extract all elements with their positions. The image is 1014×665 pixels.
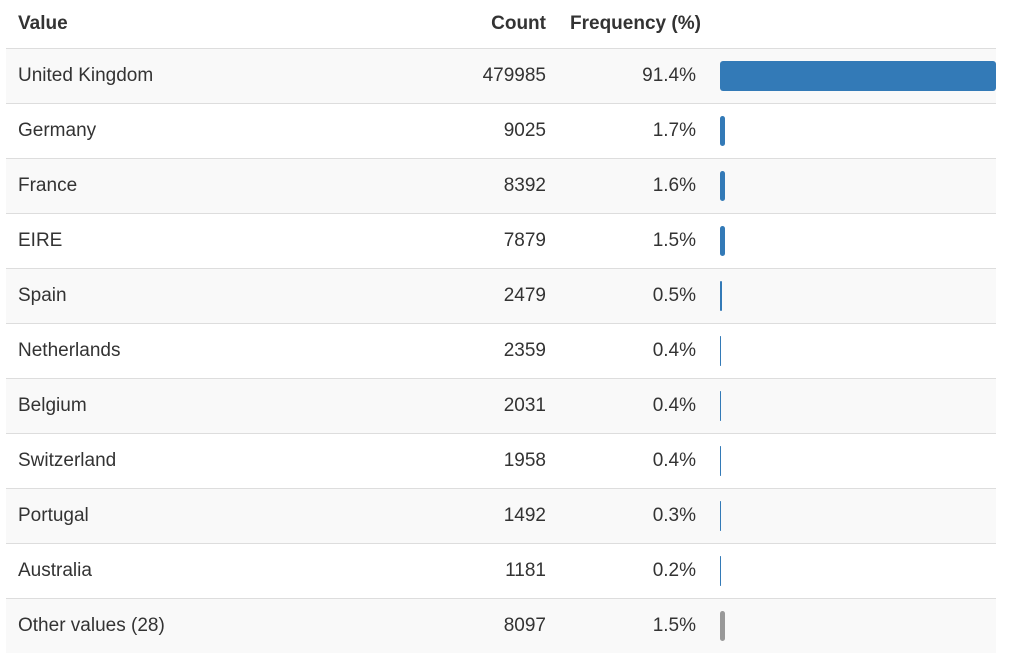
table-header: Value Count Frequency (%): [6, 0, 996, 49]
frequency-cell: 0.4%: [546, 323, 720, 379]
frequency-bar-track: [720, 116, 996, 146]
frequency-bar-track: [720, 611, 996, 641]
value-cell: Belgium: [6, 378, 440, 434]
table-row: Switzerland 1958 0.4%: [6, 433, 996, 489]
frequency-bar-track: [720, 61, 996, 91]
frequency-bar: [720, 171, 725, 201]
value-cell: United Kingdom: [6, 48, 440, 104]
frequency-bar-track: [720, 556, 996, 586]
count-cell: 2479: [440, 268, 546, 324]
frequency-bar-cell: [720, 598, 996, 653]
table-row: EIRE 7879 1.5%: [6, 213, 996, 269]
frequency-bar: [720, 391, 722, 421]
frequency-bar: [720, 61, 996, 91]
frequency-bar-cell: [720, 488, 996, 544]
count-cell: 7879: [440, 213, 546, 269]
table-row: Portugal 1492 0.3%: [6, 488, 996, 544]
frequency-bar: [720, 556, 721, 586]
table-row: Australia 1181 0.2%: [6, 543, 996, 599]
frequency-bar-track: [720, 501, 996, 531]
value-cell: Switzerland: [6, 433, 440, 489]
table-row: United Kingdom 479985 91.4%: [6, 48, 996, 104]
frequency-cell: 1.5%: [546, 213, 720, 269]
frequency-bar-cell: [720, 48, 996, 104]
frequency-cell: 0.3%: [546, 488, 720, 544]
frequency-bar: [720, 226, 725, 256]
count-cell: 1181: [440, 543, 546, 599]
value-cell: Netherlands: [6, 323, 440, 379]
frequency-bar-cell: [720, 103, 996, 159]
frequency-cell: 1.6%: [546, 158, 720, 214]
table-row: Netherlands 2359 0.4%: [6, 323, 996, 379]
count-cell: 2359: [440, 323, 546, 379]
frequency-bar: [720, 336, 722, 366]
count-cell: 8097: [440, 598, 546, 653]
frequency-cell: 1.7%: [546, 103, 720, 159]
frequency-bar: [720, 501, 721, 531]
frequency-cell: 0.2%: [546, 543, 720, 599]
table-row: Belgium 2031 0.4%: [6, 378, 996, 434]
frequency-bar: [720, 116, 726, 146]
count-cell: 1492: [440, 488, 546, 544]
bar-column-header: [720, 0, 996, 49]
frequency-bar-cell: [720, 323, 996, 379]
frequency-bar-track: [720, 226, 996, 256]
frequency-bar-cell: [720, 433, 996, 489]
count-cell: 1958: [440, 433, 546, 489]
count-column-header[interactable]: Count: [440, 0, 546, 49]
frequency-bar-cell: [720, 378, 996, 434]
frequency-cell: 1.5%: [546, 598, 720, 653]
count-cell: 2031: [440, 378, 546, 434]
value-cell: EIRE: [6, 213, 440, 269]
frequency-bar: [720, 446, 722, 476]
count-cell: 9025: [440, 103, 546, 159]
frequency-bar-cell: [720, 543, 996, 599]
value-cell: Australia: [6, 543, 440, 599]
frequency-bar: [720, 611, 725, 641]
table-row: France 8392 1.6%: [6, 158, 996, 214]
count-cell: 479985: [440, 48, 546, 104]
frequency-bar-track: [720, 446, 996, 476]
table-row: Germany 9025 1.7%: [6, 103, 996, 159]
count-cell: 8392: [440, 158, 546, 214]
frequency-cell: 0.4%: [546, 378, 720, 434]
table-body: United Kingdom 479985 91.4% Germany 9025 1.7%…: [6, 48, 996, 653]
other-values-row: Other values (28) 8097 1.5%: [6, 598, 996, 653]
frequency-bar-cell: [720, 213, 996, 269]
value-cell: Other values (28): [6, 598, 440, 653]
value-cell: Spain: [6, 268, 440, 324]
frequency-bar-track: [720, 171, 996, 201]
frequency-cell: 0.5%: [546, 268, 720, 324]
frequency-bar-track: [720, 336, 996, 366]
frequency-bar-track: [720, 391, 996, 421]
frequency-cell: 91.4%: [546, 48, 720, 104]
frequency-bar-cell: [720, 158, 996, 214]
header-row: Value Count Frequency (%): [6, 0, 996, 49]
table-row: Spain 2479 0.5%: [6, 268, 996, 324]
frequency-cell: 0.4%: [546, 433, 720, 489]
value-cell: Germany: [6, 103, 440, 159]
value-column-header[interactable]: Value: [6, 0, 440, 49]
value-cell: Portugal: [6, 488, 440, 544]
frequency-bar-track: [720, 281, 996, 311]
value-cell: France: [6, 158, 440, 214]
frequency-table: Value Count Frequency (%) United Kingdom…: [6, 0, 996, 653]
frequency-column-header[interactable]: Frequency (%): [546, 0, 720, 49]
frequency-bar-cell: [720, 268, 996, 324]
frequency-bar: [720, 281, 722, 311]
